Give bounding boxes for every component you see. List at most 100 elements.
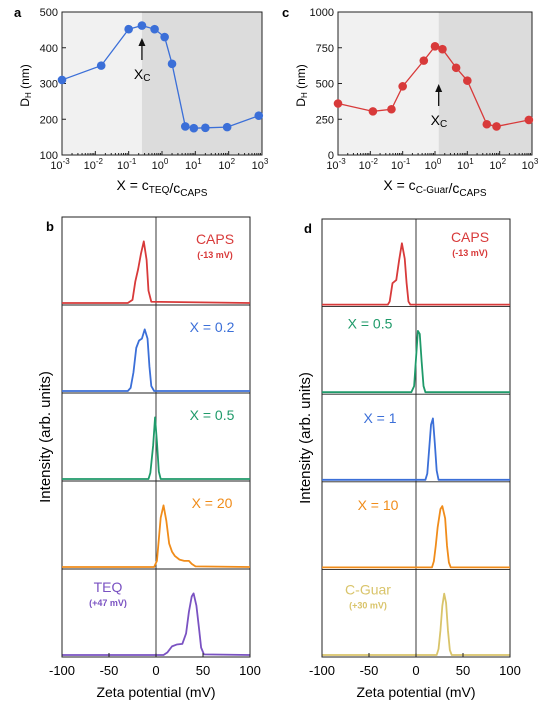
series-sublabel: (-13 mV) [452, 248, 488, 258]
panel-d: d CAPS (-13 mV) X = 0.5 X = 1 X = 10 C-Guar (+3… [297, 218, 521, 700]
x-tick-label: 0 [152, 663, 159, 678]
x-axis-label: X = cTEQ/cCAPS [117, 177, 208, 199]
series-line [322, 242, 510, 306]
data-point [254, 111, 264, 120]
y-tick-label: 400 [40, 43, 58, 55]
x-tick-label: 10-1 [117, 157, 137, 172]
x-tick-label: -50 [100, 663, 119, 678]
panel-a: a 100 200 300 400 500 10-3 10-2 10-1 100 101 102 103… [14, 5, 269, 199]
series-sublabel: (-13 mV) [197, 250, 233, 260]
data-point [492, 122, 501, 131]
y-axis-label: DH (nm) [18, 64, 33, 106]
data-point [167, 59, 177, 69]
xc-arrow-head [435, 84, 443, 92]
x-tick-label: -100 [309, 663, 335, 678]
data-point [201, 123, 210, 133]
panel-letter: c [282, 5, 289, 20]
panel-letter: b [46, 219, 54, 234]
data-point [96, 61, 106, 70]
x-axis-label: Zeta potential (mV) [96, 684, 215, 700]
data-point [451, 63, 461, 73]
panel-letter: d [304, 221, 312, 236]
data-point [333, 99, 343, 108]
panel-letter: a [14, 5, 22, 20]
shade-left [338, 12, 439, 155]
y-tick-label: 300 [40, 79, 58, 91]
x-tick-label: 10-1 [391, 157, 411, 172]
series-line [62, 504, 251, 568]
y-tick-label: 750 [316, 43, 334, 55]
series-label: X = 1 [363, 410, 396, 426]
xc-arrow-head [138, 38, 146, 46]
y-tick-label: 500 [40, 7, 58, 19]
shade-right [438, 12, 532, 155]
data-point [222, 122, 232, 132]
x-tick-label: 0 [412, 663, 419, 678]
x-tick-label: 103 [522, 157, 539, 172]
x-tick-label: 10-3 [326, 157, 346, 172]
series-line [322, 505, 510, 569]
x-tick-label: 103 [252, 157, 269, 172]
x-tick-label: 10-2 [359, 157, 379, 172]
series-line [62, 240, 251, 304]
series-line [322, 592, 510, 656]
y-tick-label: 500 [316, 79, 334, 91]
x-tick-label: 101 [457, 157, 474, 172]
series-sublabel: (+47 mV) [89, 598, 127, 608]
series-label: X = 0.5 [348, 316, 393, 332]
x-tick-label: 102 [218, 157, 235, 172]
data-point [160, 32, 169, 42]
series-line [322, 329, 510, 394]
x-tick-label: 100 [499, 663, 521, 678]
data-point [368, 107, 378, 116]
data-point [150, 24, 159, 34]
series-sublabel: (+30 mV) [349, 600, 387, 610]
series-label: X = 0.5 [190, 407, 235, 423]
y-axis-label: Intensity (arb. units) [37, 371, 54, 503]
y-tick-label: 100 [40, 150, 58, 162]
x-axis-label: Zeta potential (mV) [356, 684, 475, 700]
x-tick-label: -100 [49, 663, 75, 678]
x-tick-label: 50 [456, 663, 470, 678]
panel-b: b CAPS (-13 mV) X = 0.2 X = 0.5 X = 20 TEQ (+47… [37, 216, 261, 700]
x-tick-label: -50 [360, 663, 379, 678]
series-line [62, 592, 251, 656]
y-tick-label: 0 [328, 150, 334, 162]
series-label: X = 0.2 [190, 319, 235, 335]
xc-label: XC [134, 66, 151, 84]
data-point [438, 44, 447, 54]
panel-c: c 0 250 500 750 1000 10-3 10-2 10-1 100 101 102 103 X… [282, 5, 539, 199]
y-axis-label: Intensity (arb. units) [297, 372, 314, 504]
data-point [430, 42, 440, 51]
data-point [387, 104, 396, 114]
series-line [62, 416, 250, 480]
y-axis-label: DH (nm) [294, 64, 309, 106]
data-point [189, 123, 199, 133]
data-point [180, 122, 190, 131]
x-axis-label: X = cC-Guar/cCAPS [383, 177, 487, 199]
x-tick-label: 10-3 [50, 157, 70, 172]
series-label: C-Guar [345, 581, 391, 597]
data-point [463, 76, 472, 85]
data-point [57, 75, 67, 85]
x-tick-label: 101 [185, 157, 202, 172]
data-point [398, 82, 407, 91]
series-label: CAPS [451, 229, 489, 245]
xc-label: XC [431, 112, 448, 130]
y-tick-label: 250 [316, 114, 334, 126]
y-tick-label: 200 [40, 114, 58, 126]
series-label: CAPS [196, 231, 234, 247]
data-point [137, 21, 147, 30]
data-point [482, 119, 492, 129]
x-tick-label: 100 [425, 157, 442, 172]
series-label: X = 20 [192, 495, 233, 511]
data-point [524, 115, 534, 125]
x-tick-label: 100 [239, 663, 261, 678]
y-tick-label: 1000 [310, 7, 334, 19]
x-tick-label: 100 [152, 157, 169, 172]
data-point [124, 24, 133, 34]
x-tick-label: 102 [489, 157, 506, 172]
x-tick-label: 10-2 [84, 157, 104, 172]
series-line [62, 328, 250, 392]
